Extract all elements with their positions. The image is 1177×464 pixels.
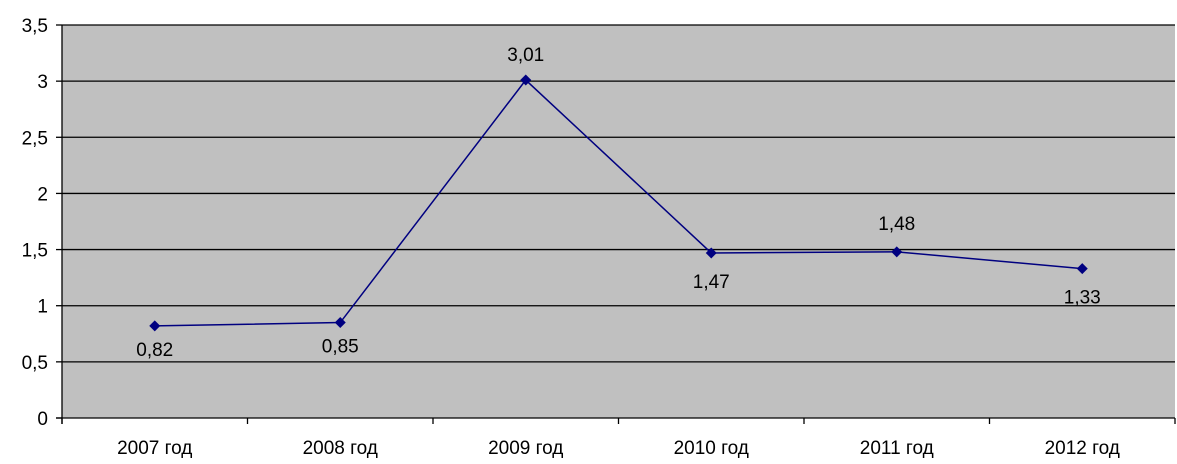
x-tick-label: 2011 год bbox=[860, 438, 934, 459]
data-label: 1,47 bbox=[693, 272, 730, 293]
data-point-marker bbox=[1076, 263, 1088, 275]
data-label: 1,33 bbox=[1064, 288, 1101, 309]
axes bbox=[56, 25, 1175, 424]
gridlines bbox=[62, 24, 1175, 363]
x-tick-label: 2010 год bbox=[674, 438, 749, 459]
y-axis-ticks: 0 0,5 1 1,5 2 2,5 3 3,5 bbox=[22, 16, 62, 430]
data-point-marker bbox=[149, 320, 161, 332]
data-label: 0,82 bbox=[136, 340, 173, 361]
data-point-marker bbox=[705, 247, 717, 259]
y-tick-label: 0 bbox=[37, 409, 48, 430]
x-tick-label: 2009 год bbox=[488, 438, 563, 459]
x-tick-label: 2012 год bbox=[1045, 438, 1120, 459]
data-label: 1,48 bbox=[878, 214, 915, 235]
series-group: 0,82 0,85 3,01 1,47 1,48 1,33 bbox=[136, 45, 1100, 361]
series-line bbox=[154, 78, 1083, 327]
data-label: 3,01 bbox=[507, 45, 544, 66]
x-tick-label: 2007 год bbox=[117, 438, 192, 459]
data-point-marker bbox=[334, 317, 346, 329]
plot-area bbox=[62, 25, 1175, 418]
x-axis-ticks: 2007 год 2008 год 2009 год 2010 год 2011 год… bbox=[61, 418, 1176, 459]
y-tick-label: 0,5 bbox=[22, 353, 48, 374]
y-tick-label: 3,5 bbox=[22, 16, 48, 37]
y-tick-label: 1 bbox=[37, 297, 48, 318]
x-tick-label: 2008 год bbox=[303, 438, 378, 459]
y-tick-label: 3 bbox=[37, 72, 48, 93]
y-tick-label: 2,5 bbox=[22, 128, 48, 149]
y-tick-label: 1,5 bbox=[22, 241, 48, 262]
data-point-marker bbox=[891, 246, 903, 258]
data-point-marker bbox=[520, 74, 532, 86]
y-tick-label: 2 bbox=[37, 184, 48, 205]
data-label: 0,85 bbox=[322, 337, 359, 358]
